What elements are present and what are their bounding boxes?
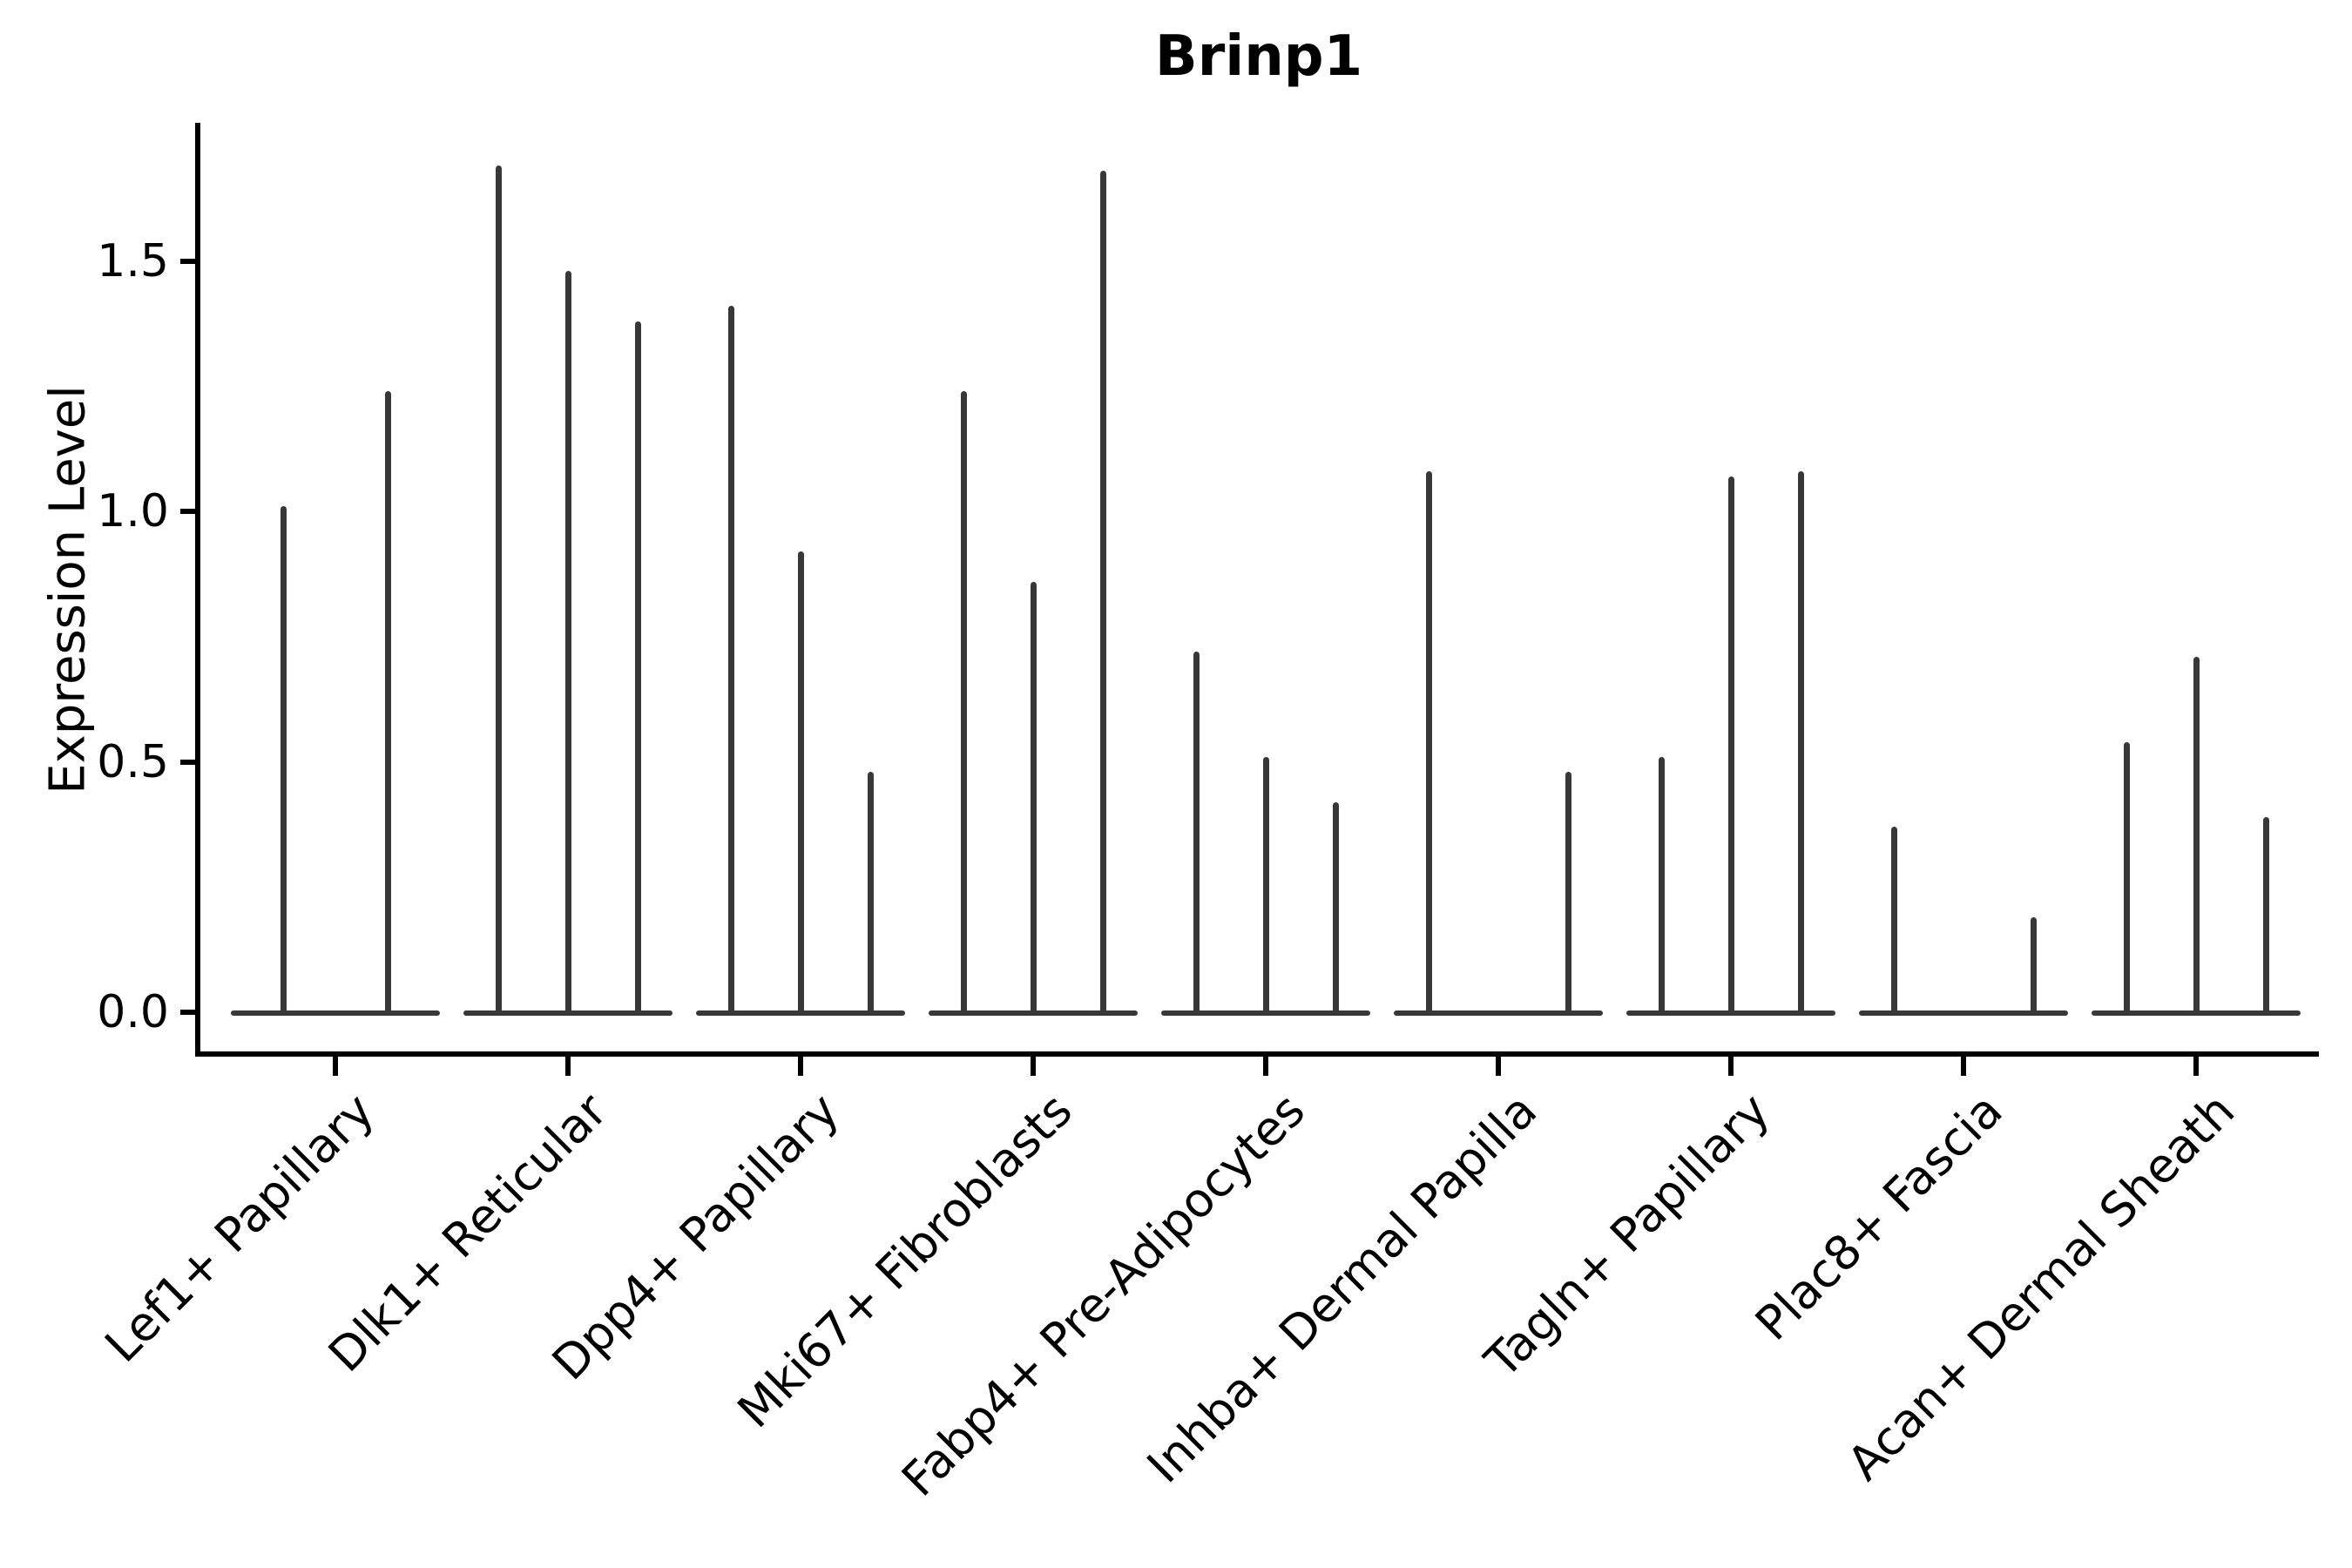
violin-spike <box>1565 772 1571 1016</box>
x-tick-label: Inhba+ Dermal Papilla <box>1137 1083 1548 1494</box>
x-tick-mark <box>333 1057 338 1076</box>
violin-spike <box>1727 476 1734 1016</box>
violin-spike <box>1030 581 1037 1016</box>
plot-title: Brinp1 <box>1154 24 1363 89</box>
x-tick-label: Fabp4+ Pre-Adipocytes <box>890 1083 1315 1507</box>
y-tick-label: 1.5 <box>97 234 169 287</box>
violin-baseline <box>231 1010 440 1016</box>
violin-spike <box>634 321 641 1016</box>
x-tick-mark <box>798 1057 803 1076</box>
violin-spike <box>1890 827 1897 1016</box>
x-tick-mark <box>565 1057 571 1076</box>
x-tick-mark <box>1728 1057 1734 1076</box>
x-tick-mark <box>1496 1057 1501 1076</box>
y-tick-mark <box>180 258 195 264</box>
violin-spike <box>2030 916 2037 1016</box>
violin-spike <box>1425 471 1432 1016</box>
x-tick-mark <box>1961 1057 1966 1076</box>
y-axis-label: Expression Level <box>39 385 97 794</box>
y-tick-label: 0.5 <box>97 735 169 788</box>
x-tick-mark <box>1031 1057 1036 1076</box>
violin-spike <box>1099 171 1106 1016</box>
violin-spike <box>1797 471 1804 1016</box>
violin-spike <box>867 772 874 1016</box>
violin-spike <box>280 506 287 1016</box>
violin-spike <box>2262 816 2269 1016</box>
violin-baseline <box>1394 1010 1603 1016</box>
violin-spike <box>564 271 571 1016</box>
x-tick-label: Plac8+ Fascia <box>1744 1083 2013 1351</box>
violin-spike <box>1658 756 1665 1016</box>
x-tick-mark <box>2193 1057 2199 1076</box>
y-tick-mark <box>180 759 195 765</box>
y-tick-mark <box>180 509 195 514</box>
y-tick-label: 0.0 <box>97 986 169 1038</box>
violin-spike <box>2193 656 2200 1016</box>
x-tick-label: Acan+ Dermal Sheath <box>1837 1083 2246 1491</box>
violin-spike <box>384 391 391 1016</box>
violin-spike <box>960 391 967 1016</box>
violin-spike <box>797 551 804 1016</box>
x-axis-spine <box>195 1051 2319 1057</box>
violin-baseline <box>1859 1010 2068 1016</box>
violin-spike <box>2123 741 2130 1016</box>
y-tick-mark <box>180 1010 195 1015</box>
violin-spike <box>495 166 502 1016</box>
violin-spike <box>1262 756 1269 1016</box>
violin-spike <box>1332 801 1339 1016</box>
violin-spike <box>1193 652 1200 1016</box>
x-tick-mark <box>1263 1057 1268 1076</box>
y-tick-label: 1.0 <box>97 485 169 537</box>
y-axis-spine <box>195 123 200 1057</box>
violin-spike <box>727 306 734 1016</box>
